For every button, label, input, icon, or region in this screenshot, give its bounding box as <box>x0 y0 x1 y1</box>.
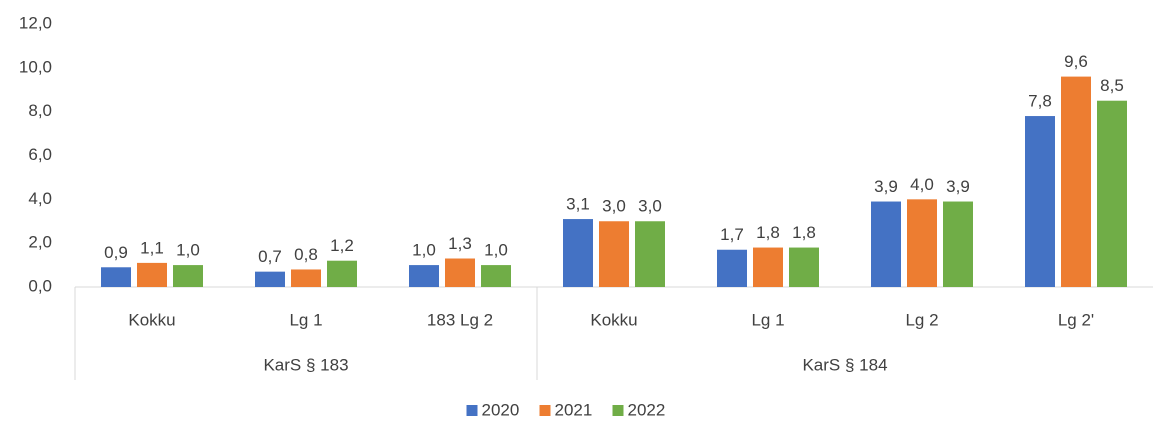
bar <box>137 262 167 287</box>
legend-swatch <box>612 405 624 416</box>
bar <box>871 201 901 287</box>
data-label: 3,1 <box>566 195 590 214</box>
bar <box>101 267 131 287</box>
data-label: 3,0 <box>638 197 662 216</box>
data-label: 3,9 <box>874 177 898 196</box>
bar <box>563 219 593 287</box>
x-tick-label: 183 Lg 2 <box>427 310 493 329</box>
data-label: 1,0 <box>412 241 436 260</box>
bar <box>1097 100 1127 287</box>
legend-label: 2020 <box>482 400 520 419</box>
x-tick-label: Lg 2' <box>1058 310 1094 329</box>
data-label: 9,6 <box>1064 52 1088 71</box>
bar <box>173 265 203 287</box>
group-label: KarS § 183 <box>263 355 348 374</box>
bar <box>599 221 629 287</box>
legend-swatch <box>539 405 551 416</box>
data-label: 1,2 <box>330 236 354 255</box>
data-label: 1,7 <box>720 225 744 244</box>
bar <box>753 247 783 287</box>
data-label: 0,7 <box>258 247 282 266</box>
bar <box>291 269 321 287</box>
data-label: 1,0 <box>484 241 508 260</box>
group-label: KarS § 184 <box>802 355 887 374</box>
bar <box>327 260 357 287</box>
legend-swatch <box>466 405 478 416</box>
bar <box>255 271 285 287</box>
data-label: 4,0 <box>910 175 934 194</box>
bar <box>635 221 665 287</box>
legend-label: 2021 <box>555 400 593 419</box>
y-tick-label: 4,0 <box>28 189 52 208</box>
y-tick-label: 12,0 <box>19 13 52 32</box>
y-tick-label: 6,0 <box>28 145 52 164</box>
x-tick-label: Kokku <box>590 310 637 329</box>
data-label: 1,3 <box>448 234 472 253</box>
bar <box>907 199 937 287</box>
data-label: 0,8 <box>294 245 318 264</box>
x-tick-label: Lg 2 <box>905 310 938 329</box>
y-tick-label: 10,0 <box>19 57 52 76</box>
bar <box>717 249 747 287</box>
data-label: 1,1 <box>140 238 164 257</box>
bar <box>1025 116 1055 287</box>
data-label: 1,8 <box>792 223 816 242</box>
data-label: 0,9 <box>104 243 128 262</box>
bar <box>481 265 511 287</box>
data-label: 3,9 <box>946 177 970 196</box>
legend-label: 2022 <box>628 400 666 419</box>
y-tick-label: 0,0 <box>28 276 52 295</box>
y-tick-label: 8,0 <box>28 101 52 120</box>
x-tick-label: Lg 1 <box>289 310 322 329</box>
bar <box>943 201 973 287</box>
x-tick-label: Kokku <box>128 310 175 329</box>
data-label: 8,5 <box>1100 76 1124 95</box>
data-label: 1,0 <box>176 241 200 260</box>
bar <box>409 265 439 287</box>
data-label: 7,8 <box>1028 92 1052 111</box>
x-tick-label: Lg 1 <box>751 310 784 329</box>
data-label: 3,0 <box>602 197 626 216</box>
data-label: 1,8 <box>756 223 780 242</box>
bar <box>1061 76 1091 287</box>
y-tick-label: 2,0 <box>28 233 52 252</box>
bar <box>789 247 819 287</box>
bar <box>445 258 475 287</box>
